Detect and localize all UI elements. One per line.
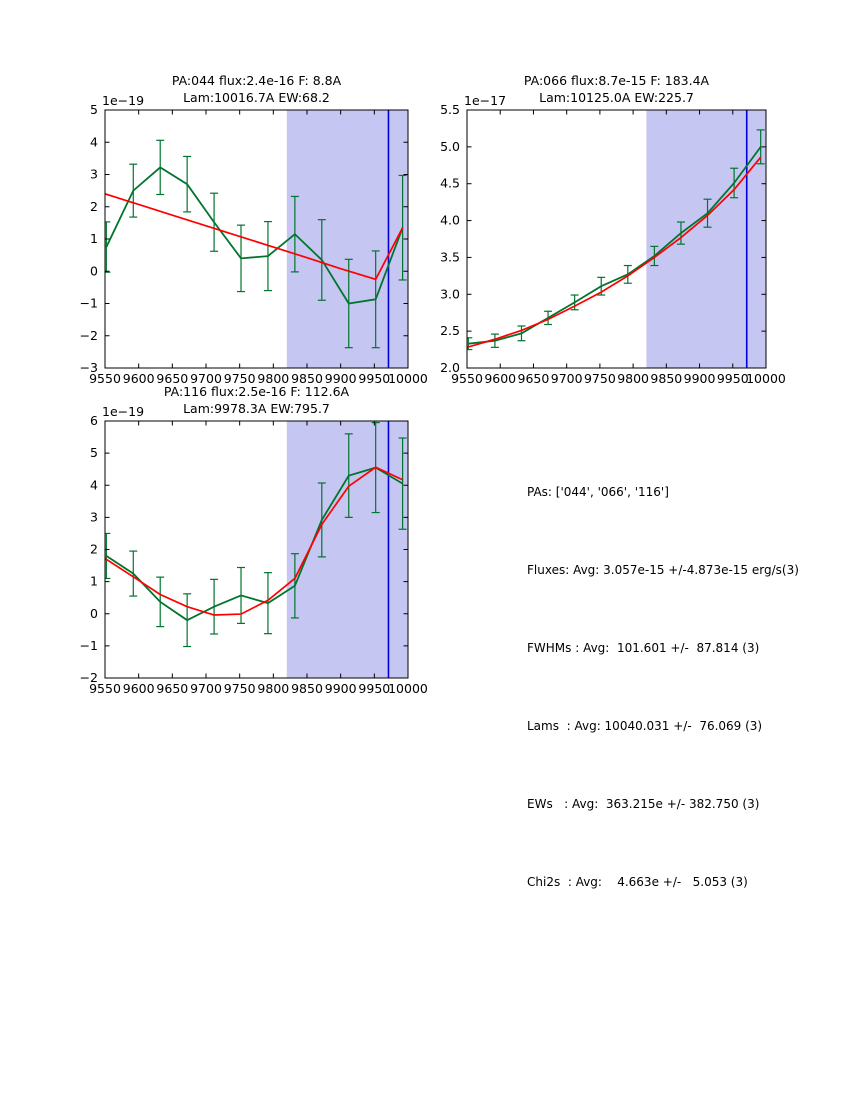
stats-line-ews: EWs : Avg: 363.215e +/- 382.750 (3)	[527, 797, 760, 811]
x-tick-label: 9850	[650, 371, 682, 386]
x-tick-label: 9800	[257, 681, 289, 696]
axes-frame	[104, 109, 409, 369]
fit-line	[105, 466, 403, 616]
x-tick-label: 9600	[123, 681, 155, 696]
x-tick-label: 10000	[746, 371, 786, 386]
y-tick-label: 4.0	[440, 213, 460, 228]
stats-panel: PAs: ['044', '066', '116'] Fluxes: Avg: …	[527, 427, 799, 947]
x-tick-label: 9600	[123, 371, 155, 386]
x-tick-label: 10000	[388, 371, 428, 386]
stats-line-lams: Lams : Avg: 10040.031 +/- 76.069 (3)	[527, 719, 763, 733]
y-tick-label: 2	[90, 199, 98, 214]
axes-frame	[104, 420, 409, 679]
tick-labels: 9550 9600 9650 9700 9750 9800 9850 9900 99501000…	[440, 104, 786, 386]
x-tick-label: 9700	[190, 371, 222, 386]
plot1-y-offset-label: 1e−19	[102, 93, 145, 108]
y-tick-label: 5.5	[440, 104, 460, 117]
y-tick-label: 1	[90, 574, 98, 589]
y-tick-label: 4	[90, 134, 98, 149]
y-tick-label: −1	[80, 638, 98, 653]
plot2-title-line2: Lam:10125.0A EW:225.7	[539, 90, 694, 105]
x-tick-label: 9800	[617, 371, 649, 386]
stats-line-chi2s: Chi2s : Avg: 4.663e +/- 5.053 (3)	[527, 875, 748, 889]
x-tick-label: 9750	[224, 371, 256, 386]
y-tick-label: 2	[90, 542, 98, 557]
x-tick-label: 9800	[257, 371, 289, 386]
y-tick-label: 2.0	[440, 360, 460, 375]
x-tick-label: 9750	[584, 371, 616, 386]
x-tick-label: 9850	[291, 371, 323, 386]
y-tick-label: −2	[80, 670, 98, 685]
x-tick-label: 10000	[388, 681, 428, 696]
data-line	[105, 166, 404, 305]
x-tick-label: 9900	[325, 371, 357, 386]
plot1-title-line1: PA:044 flux:2.4e-16 F: 8.8A	[171, 73, 342, 88]
y-tick-label: 4.5	[440, 176, 460, 191]
data-line	[105, 466, 404, 622]
x-tick-label: 9850	[291, 681, 323, 696]
x-tick-label: 9950	[358, 371, 390, 386]
x-tick-label: 9950	[358, 681, 390, 696]
y-tick-label: 0	[90, 263, 98, 278]
shaded-region	[286, 421, 408, 678]
x-tick-label: 9900	[684, 371, 716, 386]
y-tick-label: −2	[80, 328, 98, 343]
y-tick-label: 4	[90, 477, 98, 492]
stats-line-fwhms: FWHMs : Avg: 101.601 +/- 87.814 (3)	[527, 641, 760, 655]
plot2-title-line1: PA:066 flux:8.7e-15 F: 183.4A	[523, 73, 710, 88]
x-tick-label: 9600	[484, 371, 516, 386]
shaded-region	[646, 110, 766, 368]
stats-line-pas: PAs: ['044', '066', '116']	[527, 485, 669, 499]
tick-labels: 9550 9600 9650 9700 9750 9800 9850 9900 99501000…	[80, 104, 428, 386]
plot2-y-offset-label: 1e−17	[464, 93, 507, 108]
shaded-region	[286, 110, 408, 368]
y-tick-label: 3	[90, 509, 98, 524]
x-tick-label: 9900	[325, 681, 357, 696]
tick-labels: 9550 9600 9650 9700 9750 9800 9850 9900 99501000…	[80, 415, 428, 696]
plot3-y-offset-label: 1e−19	[102, 404, 145, 419]
plot2-axes: 9550 9600 9650 9700 9750 9800 9850 9900 99501000…	[440, 104, 786, 386]
x-tick-label: 9950	[717, 371, 749, 386]
plot1-axes: 9550 9600 9650 9700 9750 9800 9850 9900 99501000…	[80, 104, 428, 386]
x-tick-label: 9650	[518, 371, 550, 386]
plot3-axes: 9550 9600 9650 9700 9750 9800 9850 9900 99501000…	[80, 415, 428, 696]
y-tick-label: 0	[90, 606, 98, 621]
y-tick-label: −3	[80, 360, 98, 375]
plot3-title-line1: PA:116 flux:2.5e-16 F: 112.6A	[163, 384, 350, 399]
plot3-title-line2: Lam:9978.3A EW:795.7	[183, 401, 330, 416]
y-tick-label: 2.5	[440, 323, 460, 338]
y-tick-label: 3.5	[440, 249, 460, 264]
plot1-title-line2: Lam:10016.7A EW:68.2	[183, 90, 330, 105]
x-tick-label: 9550	[89, 371, 121, 386]
x-tick-label: 9550	[89, 681, 121, 696]
x-tick-label: 9700	[190, 681, 222, 696]
data-line	[468, 146, 762, 345]
x-tick-label: 9650	[156, 681, 188, 696]
plot3-title: PA:116 flux:2.5e-16 F: 112.6A Lam:9978.3…	[105, 383, 408, 417]
y-tick-label: 3.0	[440, 286, 460, 301]
fit-line	[105, 193, 404, 281]
y-tick-label: 5	[90, 445, 98, 460]
error-bars	[467, 129, 765, 351]
plot2-title: PA:066 flux:8.7e-15 F: 183.4A Lam:10125.…	[467, 72, 766, 106]
y-tick-label: 6	[90, 415, 98, 428]
fit-line	[467, 156, 762, 349]
stats-line-fluxes: Fluxes: Avg: 3.057e-15 +/-4.873e-15 erg/…	[527, 563, 799, 577]
plot1-title: PA:044 flux:2.4e-16 F: 8.8A Lam:10016.7A…	[105, 72, 408, 106]
y-tick-label: −1	[80, 296, 98, 311]
x-tick-label: 9550	[451, 371, 483, 386]
y-tick-label: 5	[90, 104, 98, 117]
y-tick-label: 1	[90, 231, 98, 246]
y-tick-label: 5.0	[440, 139, 460, 154]
x-tick-label: 9650	[156, 371, 188, 386]
x-tick-label: 9750	[224, 681, 256, 696]
x-tick-label: 9700	[551, 371, 583, 386]
axes-frame	[466, 109, 767, 369]
y-tick-label: 3	[90, 167, 98, 182]
